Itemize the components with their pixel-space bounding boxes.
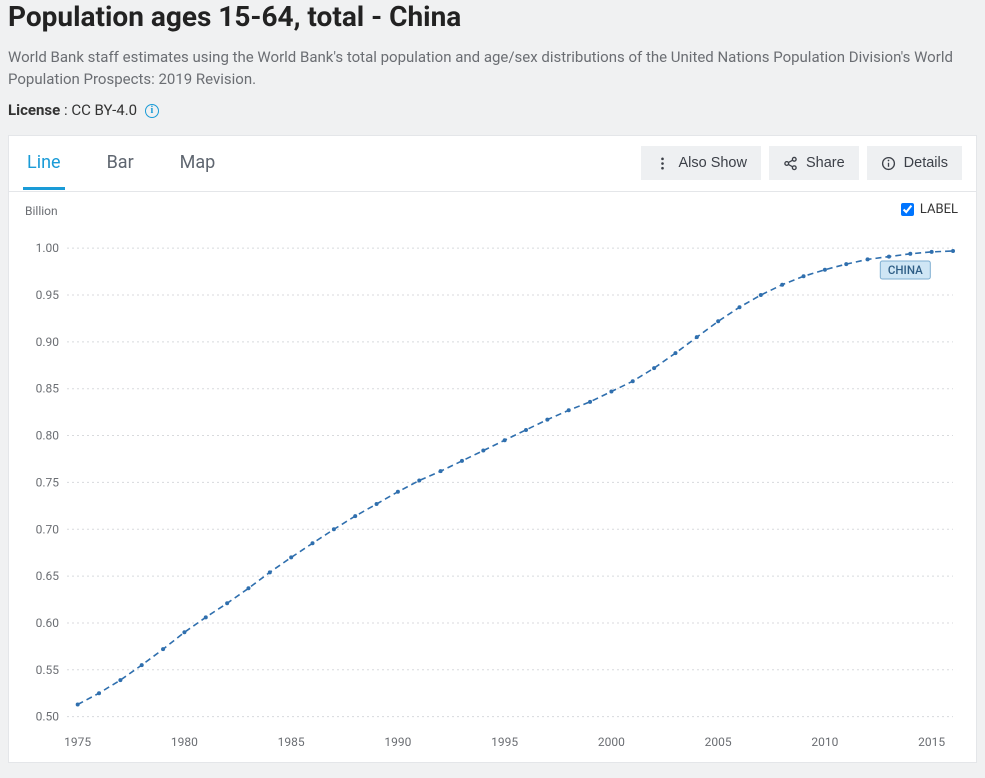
svg-text:CHINA: CHINA (888, 262, 923, 276)
svg-text:0.85: 0.85 (36, 381, 60, 395)
svg-text:1975: 1975 (64, 735, 91, 749)
svg-text:0.90: 0.90 (36, 334, 60, 348)
svg-text:2005: 2005 (705, 735, 732, 749)
info-icon[interactable]: i (145, 104, 159, 118)
label-toggle-text: LABEL (920, 202, 958, 217)
license-label: License (8, 101, 60, 119)
svg-text:0.95: 0.95 (36, 288, 60, 302)
svg-text:2000: 2000 (598, 735, 625, 749)
tab-bar: Line Bar Map Also Show Share Details (9, 136, 976, 192)
svg-text:0.50: 0.50 (36, 709, 60, 723)
details-label: Details (904, 155, 948, 171)
label-checkbox[interactable] (901, 203, 914, 216)
svg-text:1985: 1985 (278, 735, 305, 749)
license-row: License : CC BY-4.0 i (8, 101, 977, 119)
action-buttons: Also Show Share Details (641, 146, 962, 180)
details-button[interactable]: Details (867, 146, 962, 180)
page-subtitle: World Bank staff estimates using the Wor… (8, 47, 977, 91)
share-button[interactable]: Share (769, 146, 859, 180)
view-tabs: Line Bar Map (23, 136, 641, 190)
svg-text:0.60: 0.60 (36, 615, 60, 629)
svg-text:1990: 1990 (384, 735, 411, 749)
page-title: Population ages 15-64, total - China (8, 0, 977, 33)
svg-text:0.80: 0.80 (36, 428, 60, 442)
share-icon (783, 156, 798, 171)
svg-text:0.65: 0.65 (36, 569, 60, 583)
svg-text:0.70: 0.70 (36, 522, 60, 536)
tab-line[interactable]: Line (23, 136, 65, 190)
svg-text:1995: 1995 (491, 735, 518, 749)
svg-text:1980: 1980 (171, 735, 198, 749)
svg-text:2015: 2015 (918, 735, 945, 749)
tab-map[interactable]: Map (176, 136, 220, 190)
also-show-label: Also Show (678, 155, 747, 171)
y-axis-unit: Billion (25, 204, 962, 218)
svg-text:1.00: 1.00 (36, 241, 60, 255)
also-show-button[interactable]: Also Show (641, 146, 761, 180)
svg-text:2010: 2010 (811, 735, 838, 749)
tab-bar-chart[interactable]: Bar (103, 136, 138, 190)
label-toggle[interactable]: LABEL (901, 202, 958, 217)
line-chart: 0.50 0.55 0.60 0.65 0.70 0.75 0.80 0.85 0.90 0.95… (23, 222, 963, 752)
header: Population ages 15-64, total - China Wor… (0, 0, 985, 135)
chart-area: Billion LABEL 0.500.550.600.650.700.750.… (9, 192, 976, 762)
more-vertical-icon (655, 156, 670, 171)
svg-text:0.55: 0.55 (36, 662, 60, 676)
license-value: CC BY-4.0 (71, 101, 137, 119)
chart-card: Line Bar Map Also Show Share Details Bil… (8, 135, 977, 763)
share-label: Share (806, 155, 845, 171)
svg-text:0.75: 0.75 (36, 475, 60, 489)
details-info-icon (881, 156, 896, 171)
